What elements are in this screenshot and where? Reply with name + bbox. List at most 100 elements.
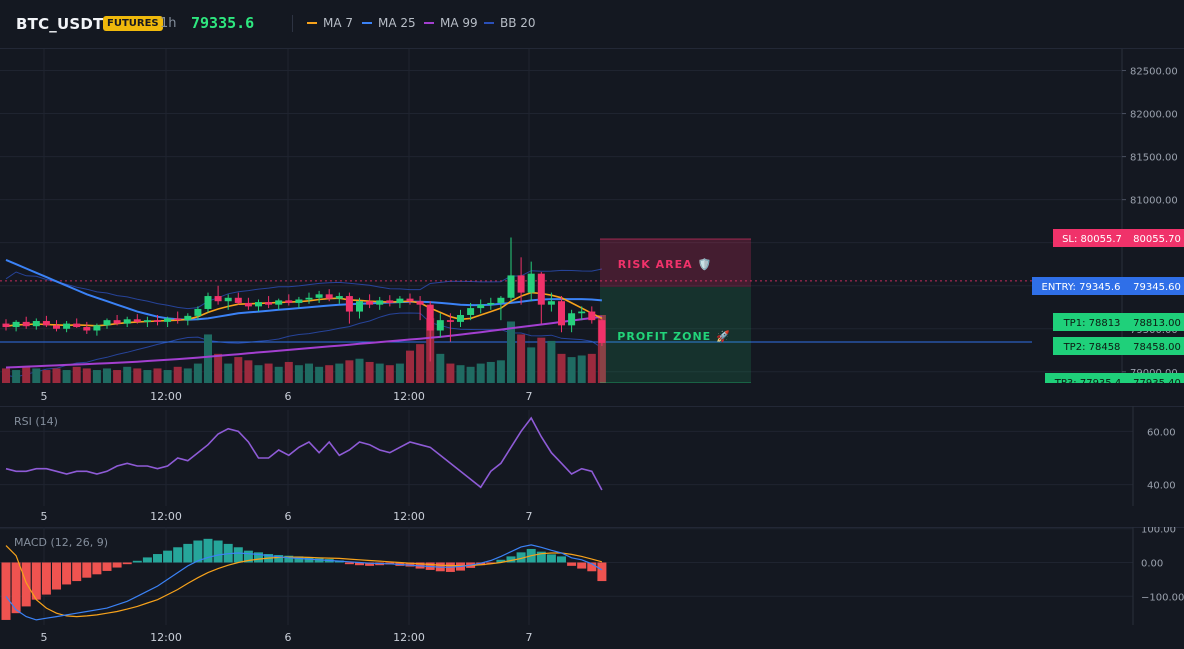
indicator-bb20-label: BB 20 bbox=[500, 16, 536, 30]
macd-hist-bar bbox=[21, 562, 31, 607]
candle-body bbox=[123, 319, 131, 324]
macd-chart[interactable]: MACD (12, 26, 9) 100.00 0.00 −100.00 5 12:0… bbox=[0, 527, 1184, 649]
volume-bar bbox=[62, 370, 71, 383]
macd-hist-bar bbox=[193, 540, 203, 563]
volume-bar bbox=[274, 366, 283, 383]
ma25-line bbox=[5, 258, 602, 321]
candle-body bbox=[42, 321, 50, 326]
rsi-pane-top-border bbox=[0, 406, 1184, 407]
macd-hist-bar bbox=[41, 562, 51, 595]
volume-bar bbox=[537, 337, 546, 383]
tp2-tag: TP2: 78458 78458.00 bbox=[1053, 337, 1184, 355]
candle-body bbox=[517, 275, 525, 293]
tp2-tag-text: TP2: 78458 bbox=[1063, 342, 1121, 353]
risk-area-label: RISK AREA 🛡️ bbox=[618, 258, 712, 271]
candle-body bbox=[174, 318, 182, 321]
candle-body bbox=[366, 301, 374, 305]
candle-body bbox=[275, 300, 283, 305]
sl-tag-text: SL: 80055.7 bbox=[1062, 234, 1122, 245]
macd-tick-label: 0.00 bbox=[1141, 558, 1163, 569]
candle-body bbox=[406, 298, 414, 302]
macd-hist-bar bbox=[355, 562, 364, 566]
volume-bar bbox=[406, 350, 414, 383]
volume-bar bbox=[395, 363, 404, 383]
entry-tag-text: ENTRY: 79345.6 bbox=[1042, 282, 1121, 293]
candle-body bbox=[558, 301, 565, 326]
timeframe-selector[interactable]: 1h bbox=[160, 16, 177, 31]
macd-histogram bbox=[1, 538, 607, 620]
tp2-value-box bbox=[1131, 337, 1184, 355]
macd-hist-bar bbox=[243, 550, 253, 563]
symbol-label[interactable]: BTC_USDT bbox=[16, 15, 104, 33]
rsi-title: RSI (14) bbox=[14, 415, 58, 428]
volume-bar bbox=[325, 365, 334, 383]
price-chart[interactable]: RISK AREA 🛡️ PROFIT ZONE 🚀 82500.00 82000… bbox=[0, 49, 1184, 404]
volume-bar bbox=[254, 365, 263, 383]
time-tick-label: 12:00 bbox=[150, 390, 182, 403]
candle-body bbox=[93, 325, 101, 331]
ma25-swatch bbox=[362, 22, 372, 24]
candle-body bbox=[588, 311, 596, 321]
candle-body bbox=[537, 273, 545, 305]
chart-header: BTC_USDT FUTURES 1h 79335.6 MA 7 MA 25 M… bbox=[0, 0, 1184, 49]
candle-body bbox=[32, 321, 40, 327]
volume-bar bbox=[82, 368, 91, 383]
tp2-tag-box bbox=[1053, 337, 1131, 355]
macd-hist-bar bbox=[486, 562, 496, 564]
candle-body bbox=[154, 320, 161, 322]
macd-hist-bar bbox=[72, 562, 82, 582]
last-price: 79335.6 bbox=[191, 14, 255, 32]
rsi-chart[interactable]: RSI (14) 60.00 40.00 5 12:00 6 12:00 7 bbox=[0, 406, 1184, 526]
indicator-bb20[interactable]: BB 20 bbox=[484, 16, 536, 30]
ma7-swatch bbox=[307, 22, 317, 24]
macd-hist-bar bbox=[31, 562, 41, 600]
volume-bar bbox=[173, 366, 182, 383]
candle-body bbox=[497, 297, 505, 303]
indicator-ma25[interactable]: MA 25 bbox=[362, 16, 416, 30]
volume-bar bbox=[567, 357, 576, 383]
macd-hist-bar bbox=[557, 556, 566, 563]
macd-hist-bar bbox=[516, 552, 526, 563]
tp1-value-text: 78813.00 bbox=[1133, 318, 1181, 329]
price-tick-label: 81500.00 bbox=[1130, 153, 1178, 164]
macd-tick-label: −100.00 bbox=[1141, 592, 1184, 603]
volume-bar bbox=[365, 361, 374, 383]
macd-hist-bar bbox=[173, 547, 183, 563]
volume-bar bbox=[436, 353, 445, 383]
volume-bar bbox=[193, 363, 202, 383]
candle-body bbox=[12, 321, 20, 328]
macd-hist-bar bbox=[506, 556, 516, 563]
volume-bar bbox=[547, 340, 556, 383]
candle-body bbox=[426, 304, 434, 331]
tp1-tag-text: TP1: 78813 bbox=[1063, 318, 1121, 329]
volume-bar bbox=[587, 353, 596, 383]
indicator-ma99[interactable]: MA 99 bbox=[424, 16, 478, 30]
sl-tag: SL: 80055.7 80055.70 bbox=[1053, 229, 1184, 247]
macd-hist-bar bbox=[476, 562, 486, 566]
price-axis: 82500.0082000.0081500.0081000.0080500.00… bbox=[1121, 49, 1178, 383]
candle-body bbox=[345, 296, 353, 312]
volume-bar bbox=[345, 360, 354, 383]
candle-body bbox=[457, 314, 464, 322]
volume-bar bbox=[466, 366, 475, 383]
candle-body bbox=[295, 299, 303, 303]
rsi-time-tick-label: 12:00 bbox=[393, 510, 425, 523]
candle-body bbox=[467, 308, 475, 315]
volume-bar bbox=[517, 334, 526, 383]
rsi-time-tick-label: 12:00 bbox=[150, 510, 182, 523]
candle-body bbox=[194, 308, 202, 316]
macd-hist-bar bbox=[254, 552, 263, 563]
volume-bar bbox=[153, 368, 162, 383]
volume-bar bbox=[123, 366, 132, 383]
macd-tick-label: 100.00 bbox=[1141, 527, 1176, 536]
volume-bar bbox=[214, 353, 223, 383]
candle-body bbox=[396, 298, 404, 303]
macd-hist-bar bbox=[294, 556, 304, 563]
indicator-ma7[interactable]: MA 7 bbox=[307, 16, 353, 30]
candle-body bbox=[578, 311, 586, 314]
sl-value-text: 80055.70 bbox=[1133, 234, 1181, 245]
futures-badge: FUTURES bbox=[103, 16, 163, 31]
volume-bars bbox=[2, 315, 606, 383]
time-tick-label: 7 bbox=[526, 390, 533, 403]
price-pane-bottom-mask bbox=[0, 383, 1184, 404]
